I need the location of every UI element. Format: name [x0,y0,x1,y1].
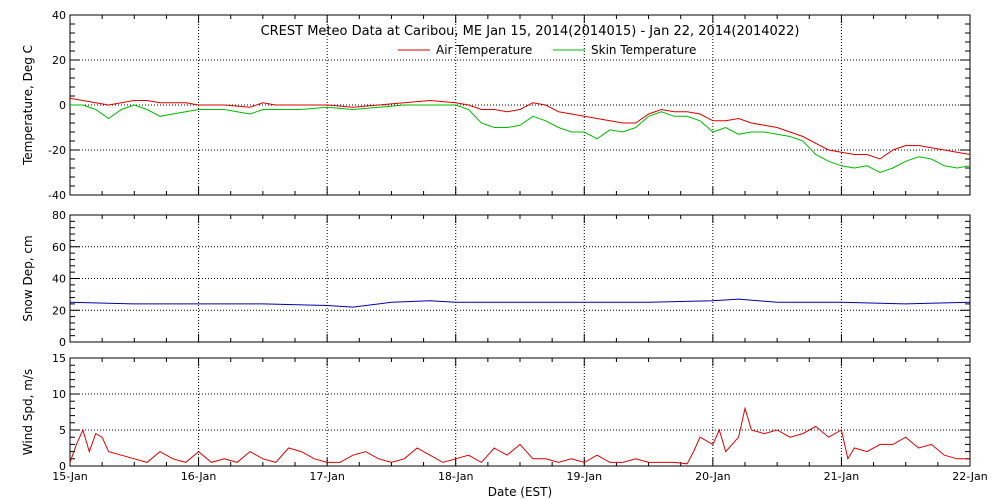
series-line-1 [70,104,971,174]
series-line-0 [69,97,971,160]
x-axis-ticks: 15-Jan 16-Jan 17-Jan 18-Jan 19-Jan 20-Jan 21-J… [52,470,988,483]
y-axis-title: Temperature, Deg C [21,45,35,166]
x-tick-label: 21-Jan [824,470,860,483]
chart-title: CREST Meteo Data at Caribou, ME Jan 15, … [261,24,800,39]
x-tick-label: 17-Jan [309,470,345,483]
y-tick-label: 5 [59,424,66,437]
y-tick-label: 15 [52,352,66,365]
panel-frame [69,214,971,343]
x-axis-title: Date (EST) [488,485,552,499]
x-tick-label: 15-Jan [52,470,88,483]
y-tick-label: 40 [52,9,66,22]
panel-frame [69,357,971,467]
snow-depth-panel: 0 20 40 60 80 Snow Dep, cm [21,209,971,349]
y-tick-label: -40 [48,189,66,202]
x-tick-label: 16-Jan [181,470,217,483]
y-tick-label: 0 [59,336,66,349]
y-tick-label: 10 [52,388,66,401]
y-tick-label: 60 [52,241,66,254]
y-tick-label: 0 [59,460,66,473]
legend-skin-label: Skin Temperature [591,43,696,57]
legend: Air Temperature Skin Temperature [398,43,696,57]
x-tick-label: 19-Jan [567,470,603,483]
y-tick-label: 40 [52,273,66,286]
series-line-0 [69,298,971,308]
y-tick-label: -20 [48,144,66,157]
y-tick-label: 0 [59,99,66,112]
y-tick-label: 20 [52,54,66,67]
x-tick-label: 20-Jan [695,470,731,483]
x-tick-label: 22-Jan [952,470,988,483]
y-axis-title: Snow Dep, cm [21,235,35,321]
y-tick-label: 80 [52,209,66,222]
legend-air-label: Air Temperature [436,43,532,57]
x-tick-label: 18-Jan [438,470,474,483]
wind-speed-panel: 0 5 10 15 Wind Spd, m/s [21,352,971,473]
series-line-0 [69,406,970,465]
y-tick-label: 20 [52,304,66,317]
temperature-panel: -40 -20 0 20 40 Temperature, Deg C [21,9,971,202]
y-axis-title: Wind Spd, m/s [21,369,35,455]
